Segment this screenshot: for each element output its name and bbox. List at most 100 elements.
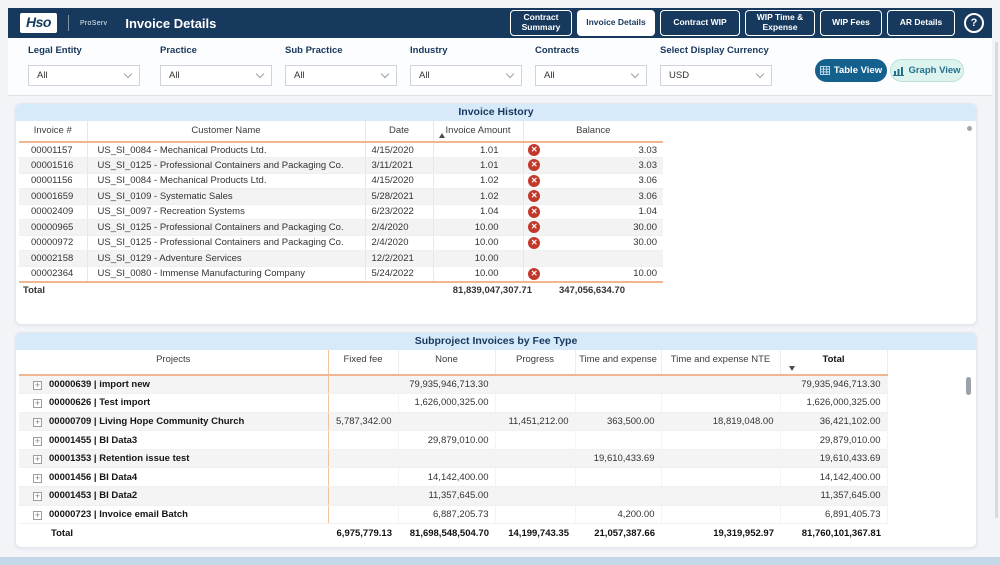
expand-icon[interactable]: + (33, 455, 42, 464)
nav-tab-ar-details[interactable]: AR Details (887, 10, 955, 36)
col-balance[interactable]: Balance (523, 121, 663, 142)
subproject-invoices-title: Subproject Invoices by Fee Type (16, 333, 976, 350)
invoice-row[interactable]: 00001157US_SI_0084 - Mechanical Products… (19, 142, 663, 158)
fixed-fee-value (328, 394, 398, 413)
time-and-expense-nte-value (661, 468, 780, 487)
expand-icon[interactable]: + (33, 474, 42, 483)
time-and-expense-value (575, 487, 661, 506)
table-view-button[interactable]: Table View (815, 59, 887, 82)
col-date[interactable]: Date (365, 121, 433, 142)
flag-cell: ✕ (523, 220, 545, 236)
nav-tab-contract-summary[interactable]: Contract Summary (510, 10, 572, 36)
invoice-date: 5/28/2021 (365, 189, 433, 205)
invoice-date: 4/15/2020 (365, 142, 433, 158)
expand-icon[interactable]: + (33, 437, 42, 446)
none-value: 29,879,010.00 (398, 431, 495, 450)
filter-dropdown-contracts[interactable]: All (535, 65, 647, 86)
chevron-down-icon (381, 70, 389, 78)
nav-tab-wip-fees[interactable]: WIP Fees (820, 10, 882, 36)
project-row[interactable]: +00001455 | BI Data329,879,010.0029,879,… (19, 431, 887, 450)
error-icon: ✕ (528, 144, 540, 156)
filter-group-legal-entity: Legal EntityAll (28, 45, 140, 86)
invoice-row[interactable]: 00001156US_SI_0084 - Mechanical Products… (19, 173, 663, 189)
graph-view-button[interactable]: Graph View (890, 59, 964, 82)
progress-value (495, 375, 575, 394)
balance (545, 251, 663, 267)
invoice-row[interactable]: 00002158US_SI_0129 - Adventure Services1… (19, 251, 663, 267)
customer-name: US_SI_0109 - Systematic Sales (87, 189, 365, 205)
chevron-down-icon (756, 70, 764, 78)
time-and-expense-value: 4,200.00 (575, 505, 661, 524)
project-row[interactable]: +00000709 | Living Hope Community Church… (19, 412, 887, 431)
none-value: 79,935,946,713.30 (398, 375, 495, 394)
scrollbar-thumb[interactable] (967, 126, 972, 131)
filter-dropdown-sub-practice[interactable]: All (285, 65, 397, 86)
flag-cell: ✕ (523, 189, 545, 205)
project-row[interactable]: +00000626 | Test import1,626,000,325.001… (19, 394, 887, 413)
error-icon: ✕ (528, 237, 540, 249)
customer-name: US_SI_0080 - Immense Manufacturing Compa… (87, 266, 365, 282)
expand-icon[interactable]: + (33, 511, 42, 520)
col-invoice-amount[interactable]: Invoice Amount (433, 121, 523, 142)
total-value: 29,879,010.00 (780, 431, 887, 450)
balance: 1.04 (545, 204, 663, 220)
none-value: 6,887,205.73 (398, 505, 495, 524)
filter-dropdown-industry[interactable]: All (410, 65, 522, 86)
invoice-number: 00001156 (19, 173, 87, 189)
invoice-amount: 10.00 (433, 266, 523, 282)
invoice-history-header-row: Invoice # Customer Name Date Invoice Amo… (19, 121, 663, 142)
invoice-row[interactable]: 00001516US_SI_0125 - Professional Contai… (19, 158, 663, 174)
project-row[interactable]: +00000639 | import new79,935,946,713.307… (19, 375, 887, 394)
filter-bar: Table View Graph View Legal EntityAllPra… (8, 38, 992, 96)
nav-tab-contract-wip[interactable]: Contract WIP (660, 10, 740, 36)
project-row[interactable]: +00001456 | BI Data414,142,400.0014,142,… (19, 468, 887, 487)
expand-icon[interactable]: + (33, 492, 42, 501)
nav-tab-invoice-details[interactable]: Invoice Details (577, 10, 655, 36)
filter-group-contracts: Contracts All (535, 45, 647, 86)
filter-label-contracts: Contracts (535, 45, 647, 56)
scrollbar-thumb[interactable] (966, 377, 971, 395)
invoice-row[interactable]: 00000972US_SI_0125 - Professional Contai… (19, 235, 663, 251)
dropdown-value: All (419, 70, 430, 81)
project-row[interactable]: +00001453 | BI Data211,357,645.0011,357,… (19, 487, 887, 506)
filter-group-select-display-currency: Select Display CurrencyUSD (660, 45, 772, 86)
invoice-row[interactable]: 00001659US_SI_0109 - Systematic Sales5/2… (19, 189, 663, 205)
col-progress[interactable]: Progress (495, 350, 575, 375)
project-row[interactable]: +00000723 | Invoice email Batch 6,887,205… (19, 505, 887, 524)
invoice-number: 00002364 (19, 266, 87, 282)
expand-icon[interactable]: + (33, 399, 42, 408)
project-name: 00000639 | import new (49, 379, 150, 390)
project-cell: +00000723 | Invoice email Batch (19, 505, 328, 524)
col-time-and-expense-nte[interactable]: Time and expense NTE (661, 350, 780, 375)
col-projects[interactable]: Projects (19, 350, 328, 375)
invoice-row[interactable]: 00002364US_SI_0080 - Immense Manufacturi… (19, 266, 663, 282)
time-and-expense-nte-value (661, 449, 780, 468)
col-none[interactable]: None (398, 350, 495, 375)
help-icon[interactable]: ? (964, 13, 984, 33)
invoice-history-card: Invoice History Invoice # Customer Name … (15, 103, 977, 325)
customer-name: US_SI_0097 - Recreation Systems (87, 204, 365, 220)
col-time-and-expense[interactable]: Time and expense (575, 350, 661, 375)
invoice-history-table: Invoice # Customer Name Date Invoice Amo… (19, 121, 663, 299)
col-customer-name[interactable]: Customer Name (87, 121, 365, 142)
product-name: ProServ (80, 20, 107, 27)
nav-tab-wip-time-expense[interactable]: WIP Time & Expense (745, 10, 815, 36)
page-scrollbar[interactable] (995, 42, 998, 518)
balance: 3.03 (545, 158, 663, 174)
expand-icon[interactable]: + (33, 381, 42, 390)
filter-dropdown-practice[interactable]: All (160, 65, 272, 86)
filter-dropdown-legal-entity[interactable]: All (28, 65, 140, 86)
total-label: Total (19, 524, 328, 542)
invoice-row[interactable]: 00000965US_SI_0125 - Professional Contai… (19, 220, 663, 236)
project-row[interactable]: +00001353 | Retention issue test19,610,4… (19, 449, 887, 468)
total-label: Total (19, 282, 87, 299)
expand-icon[interactable]: + (33, 418, 42, 427)
filter-dropdown-select-display-currency[interactable]: USD (660, 65, 772, 86)
invoice-row[interactable]: 00002409US_SI_0097 - Recreation Systems6… (19, 204, 663, 220)
flag-cell: ✕ (523, 235, 545, 251)
fixed-fee-value: 5,787,342.00 (328, 412, 398, 431)
col-fixed-fee[interactable]: Fixed fee (328, 350, 398, 375)
col-invoice-number[interactable]: Invoice # (19, 121, 87, 142)
col-total[interactable]: Total (780, 350, 887, 375)
invoice-date: 12/2/2021 (365, 251, 433, 267)
